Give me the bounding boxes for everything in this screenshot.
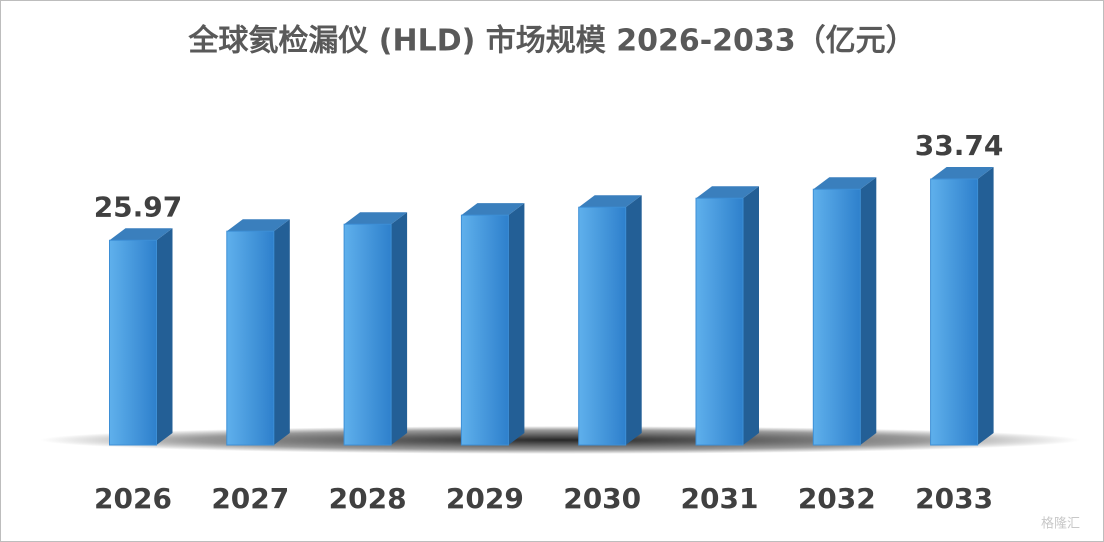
x-tick-label: 2029 xyxy=(446,482,524,515)
bar-side xyxy=(977,167,994,445)
watermark: 格隆汇 xyxy=(1041,516,1080,532)
x-tick-label: 2033 xyxy=(915,482,993,515)
bar-front xyxy=(812,188,861,446)
bar-side xyxy=(156,228,173,445)
bar-side xyxy=(743,186,759,445)
bar-top xyxy=(461,203,525,216)
bar xyxy=(812,177,877,446)
bar-side xyxy=(860,177,877,445)
x-tick-label: 2032 xyxy=(798,482,876,515)
bar-front xyxy=(695,197,744,446)
data-label: 25.97 xyxy=(94,190,183,223)
bar-front xyxy=(578,206,627,446)
bar xyxy=(695,186,759,446)
bar xyxy=(930,167,994,446)
bar-top xyxy=(109,228,173,241)
bar xyxy=(578,195,642,446)
bar-top xyxy=(813,177,877,190)
x-tick-label: 2026 xyxy=(94,482,172,515)
bar-top xyxy=(696,186,759,199)
bar xyxy=(460,203,525,446)
bar-front xyxy=(343,223,392,446)
bar-top xyxy=(930,167,994,179)
bar-side xyxy=(508,203,525,445)
floor-shadow xyxy=(40,426,1080,454)
bar-top xyxy=(226,219,290,232)
x-tick-label: 2028 xyxy=(329,482,407,515)
chart-title: 全球氦检漏仪 (HLD) 市场规模 2026-2033（亿元） xyxy=(187,24,915,59)
bar xyxy=(226,219,290,446)
bar xyxy=(343,212,408,446)
bar-side xyxy=(391,212,408,445)
x-tick-label: 2027 xyxy=(211,482,289,515)
bar-front xyxy=(226,230,275,446)
bar-top xyxy=(344,212,408,225)
data-label: 33.74 xyxy=(915,129,1004,162)
bar xyxy=(109,228,173,446)
x-tick-label: 2031 xyxy=(681,482,759,515)
bar-side xyxy=(273,219,290,445)
bar-front xyxy=(109,239,157,446)
bar-front xyxy=(930,178,979,446)
x-tick-label: 2030 xyxy=(563,482,641,515)
bar-top xyxy=(578,195,642,208)
bar-side xyxy=(625,195,642,445)
bar-front xyxy=(460,214,509,446)
